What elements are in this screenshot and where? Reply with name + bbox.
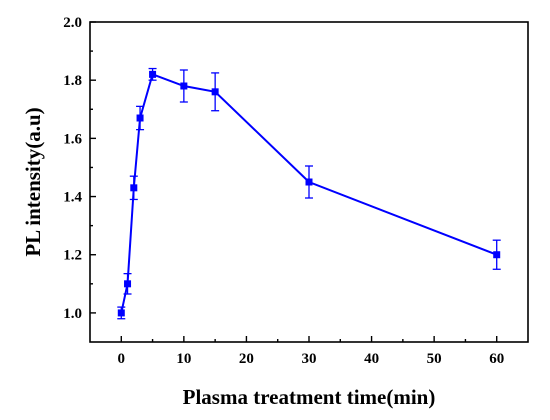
- y-tick-label: 1.4: [63, 190, 82, 206]
- data-point: [305, 165, 313, 199]
- y-axis-title: PL intensity(a.u): [21, 107, 45, 256]
- data-point: [492, 239, 501, 270]
- x-tick-label: 50: [427, 351, 442, 367]
- square-marker: [180, 82, 188, 90]
- square-marker: [136, 114, 144, 122]
- x-tick-label: 30: [302, 351, 317, 367]
- square-marker: [211, 88, 219, 96]
- square-marker: [117, 309, 125, 317]
- y-tick-label: 1.6: [63, 131, 82, 147]
- data-point: [129, 175, 138, 201]
- x-tick-label: 60: [489, 351, 504, 367]
- data-point: [148, 67, 157, 81]
- x-tick-label: 20: [239, 351, 254, 367]
- data-point: [117, 306, 126, 320]
- data-point: [123, 272, 132, 295]
- square-marker: [493, 251, 501, 259]
- square-marker: [124, 280, 132, 288]
- x-tick-label: 40: [364, 351, 379, 367]
- y-tick-label: 1.8: [63, 73, 82, 89]
- x-axis-title: Plasma treatment time(min): [183, 385, 436, 409]
- y-tick-label: 2.0: [63, 15, 82, 31]
- y-tick-label: 1.0: [63, 306, 82, 322]
- square-marker: [130, 184, 138, 192]
- x-axis-ticks: 0 10 20 30 40 50 60: [118, 336, 504, 367]
- data-point: [179, 69, 188, 103]
- x-tick-label: 10: [176, 351, 191, 367]
- data-point: [211, 72, 220, 112]
- data-point: [136, 105, 145, 131]
- series-layer: [117, 67, 501, 320]
- square-marker: [149, 70, 157, 78]
- y-tick-label: 1.2: [63, 248, 82, 264]
- square-marker: [305, 178, 313, 186]
- x-tick-label: 0: [118, 351, 126, 367]
- y-axis-ticks: 1.0 1.2 1.4 1.6 1.8 2.0: [63, 15, 96, 322]
